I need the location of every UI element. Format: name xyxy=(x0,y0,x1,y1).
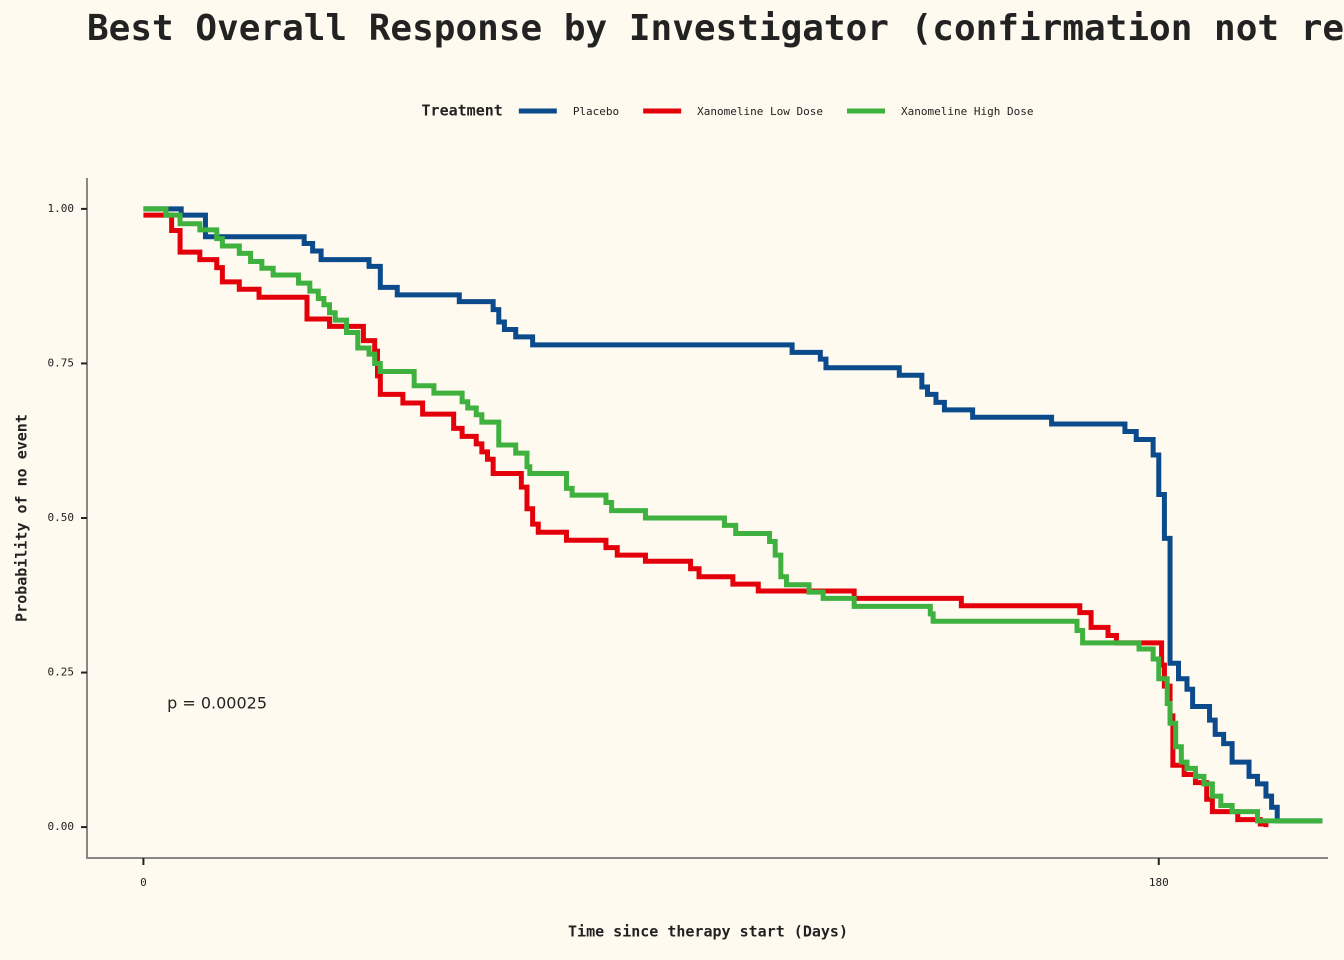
x-tick-label: 180 xyxy=(1149,876,1169,889)
y-axis-title: Probability of no event xyxy=(13,414,31,622)
legend-title: Treatment xyxy=(422,102,503,120)
y-tick-label: 0.25 xyxy=(48,666,75,679)
survival-curve xyxy=(143,212,1269,828)
p-value: p = 0.00025 xyxy=(167,694,267,713)
y-tick-label: 0.75 xyxy=(48,356,75,369)
legend-label: Xanomeline Low Dose xyxy=(697,105,823,118)
y-tick-label: 0.50 xyxy=(48,511,75,524)
chart-title: Best Overall Response by Investigator (c… xyxy=(87,8,1344,49)
legend: Treatment Placebo Xanomeline Low Dose Xanom… xyxy=(422,102,1034,120)
legend-label: Placebo xyxy=(573,105,619,118)
x-axis-title: Time since therapy start (Days) xyxy=(568,923,848,941)
x-tick-label: 0 xyxy=(140,876,147,889)
y-tick-label: 1.00 xyxy=(48,202,75,215)
legend-label: Xanomeline High Dose xyxy=(901,105,1033,118)
survival-curve xyxy=(143,206,1323,824)
survival-curve xyxy=(143,206,1323,824)
y-tick-label: 0.00 xyxy=(48,820,75,833)
